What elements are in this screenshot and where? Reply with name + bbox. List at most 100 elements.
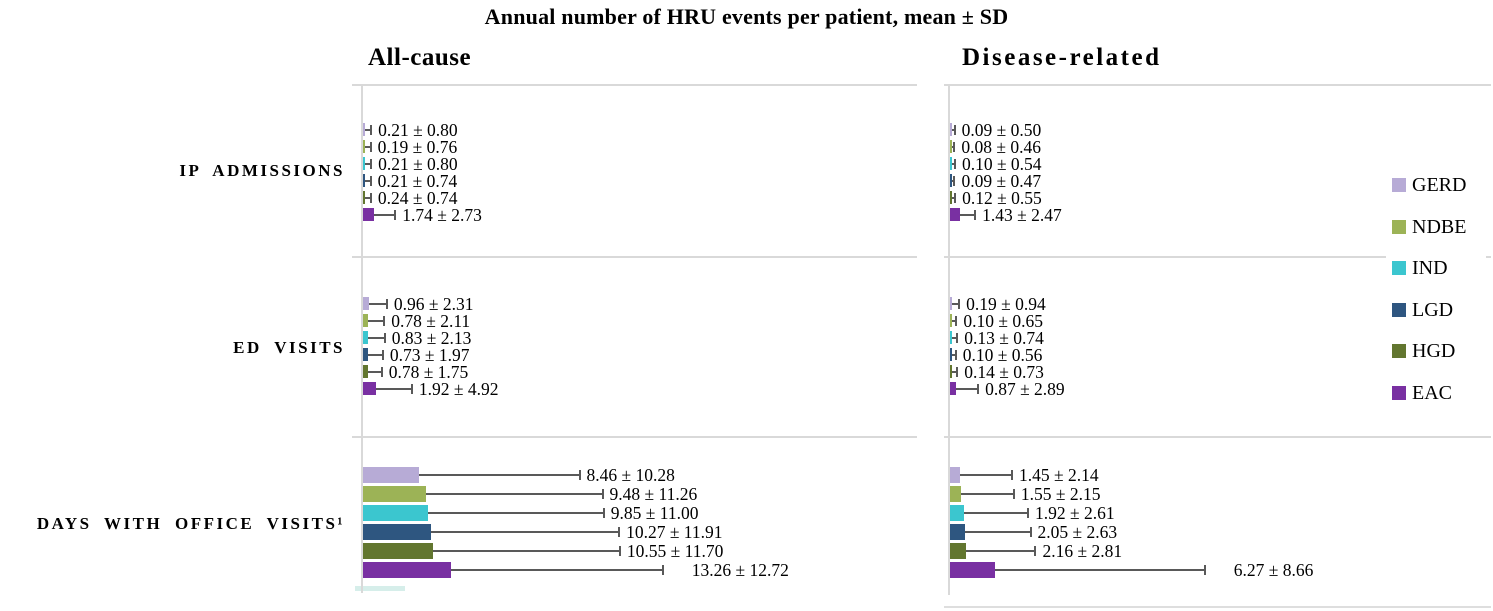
bar-eac [950,562,996,578]
legend-swatch-hgd [1392,344,1406,358]
error-bar [430,531,619,533]
error-bar-cap [618,546,621,556]
bar-ind [363,157,365,170]
legend-label: HGD [1412,340,1456,362]
value-label: 0.19 ± 0.76 [377,136,458,157]
error-bar-cap [602,508,605,518]
value-label: 10.55 ± 11.70 [626,541,724,561]
value-label: 1.92 ± 4.92 [418,378,499,399]
error-bar [368,319,384,322]
value-label: 0.73 ± 1.97 [389,344,470,365]
bar-eac [950,208,961,221]
error-bar [365,145,370,148]
bar-hgd [363,365,369,378]
error-bar-cap [661,565,664,575]
bar-hgd [950,191,952,204]
value-label: 1.43 ± 2.47 [982,204,1062,225]
legend-item-eac: EAC [1392,382,1452,404]
value-label: 0.10 ± 0.56 [962,344,1043,365]
value-label: 2.16 ± 2.81 [1042,541,1123,561]
bar-lgd [950,524,965,540]
value-label: 0.96 ± 2.31 [393,293,474,314]
error-bar [995,569,1204,571]
legend-item-lgd: LGD [1392,299,1453,321]
bar-ndbe [950,486,962,502]
legend-item-ndbe: NDBE [1392,216,1466,238]
error-bar-cap [956,332,959,343]
error-bar [418,474,579,476]
error-bar-cap [369,192,372,203]
error-bar-cap [369,175,372,186]
error-bar-cap [953,158,956,169]
bar-lgd [950,348,952,361]
bar-ndbe [950,314,952,327]
value-label: 0.83 ± 2.13 [391,327,472,348]
value-label: 0.12 ± 0.55 [962,187,1042,208]
value-label: 9.48 ± 11.26 [609,484,698,504]
error-bar-cap [953,141,956,152]
bar-eac [363,382,376,395]
error-bar-cap [1012,489,1015,499]
error-bar [365,128,371,131]
error-bar [368,336,384,339]
error-bar-cap [954,349,957,360]
error-bar [425,493,602,495]
value-label: 0.19 ± 0.94 [966,293,1046,314]
error-bar [375,387,411,390]
error-bar-cap [601,489,604,499]
bar-ind [363,505,428,521]
error-bar [952,302,959,305]
bar-ind [950,505,964,521]
error-bar [952,145,954,148]
value-label: 0.24 ± 0.74 [377,187,458,208]
section-divider-line [944,256,1491,258]
error-bar [365,196,370,199]
bar-hgd [363,191,365,204]
panel-header-disease-related: Disease-related [962,44,1162,71]
error-bar-cap [370,158,373,169]
bar-ind [950,157,952,170]
category-label-ed-visits: ED VISITS [233,338,345,357]
error-bar-cap [618,527,621,537]
bar-lgd [363,348,368,361]
legend-label: GERD [1412,174,1467,196]
bar-ndbe [363,314,369,327]
section-divider-line [352,256,917,258]
error-bar [367,353,382,356]
value-label: 0.78 ± 1.75 [388,361,469,382]
value-label: 0.14 ± 0.73 [964,361,1044,382]
error-bar [952,353,955,356]
section-divider-line [944,84,1491,86]
legend-swatch-ind [1392,261,1406,275]
value-label: 0.10 ± 0.54 [961,153,1042,174]
value-label: 0.87 ± 2.89 [985,378,1065,399]
error-bar [365,179,370,182]
bar-gerd [363,467,419,483]
chart-title: Annual number of HRU events per patient,… [484,4,1009,29]
bar-hgd [363,543,433,559]
error-bar [952,319,956,322]
legend-swatch-ndbe [1392,219,1406,234]
error-bar-cap [410,383,413,394]
bar-eac [363,208,375,221]
legend-swatch-gerd [1392,178,1406,192]
panel-header-all-cause: All-cause [368,44,472,71]
legend-item-gerd: GERD [1392,174,1466,196]
value-label: 1.74 ± 2.73 [402,204,482,225]
error-bar-cap [380,366,383,377]
error-bar-cap [370,124,373,135]
value-label: 13.26 ± 12.72 [691,560,789,580]
value-label: 9.85 ± 11.00 [610,503,699,523]
error-bar [964,531,1030,533]
legend-item-hgd: HGD [1392,340,1455,362]
error-bar [952,128,954,131]
error-bar-cap [1203,565,1206,575]
bar-gerd [363,123,365,136]
error-bar-cap [977,383,980,394]
error-bar [960,213,975,216]
error-bar [952,179,954,182]
error-bar-cap [1027,508,1029,518]
error-bar-cap [578,470,581,480]
value-label: 0.08 ± 0.46 [961,136,1041,157]
error-bar-cap [381,349,384,360]
